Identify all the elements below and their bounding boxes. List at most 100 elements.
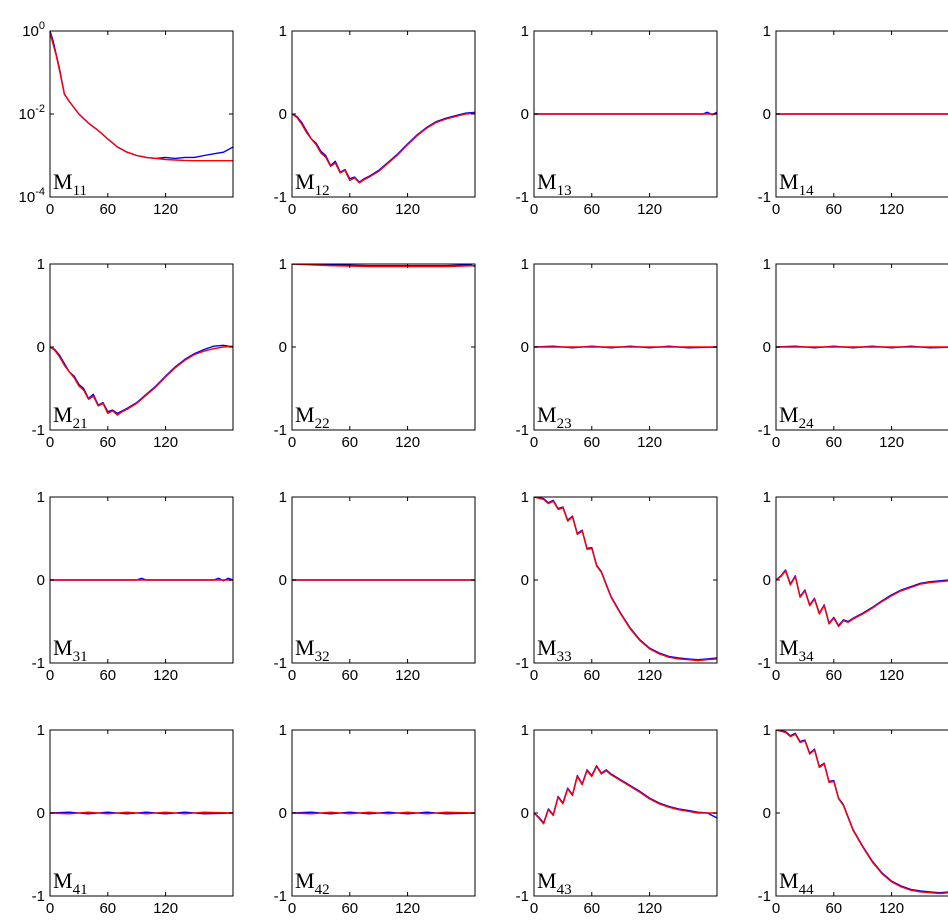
series-group bbox=[50, 811, 233, 815]
red-series-line bbox=[50, 811, 233, 815]
x-tick-label: 120 bbox=[395, 201, 420, 218]
y-tick-label: -1 bbox=[516, 189, 529, 206]
panel-label: M14 bbox=[779, 169, 814, 199]
y-tick-label: 0 bbox=[279, 339, 287, 356]
axes-box bbox=[533, 729, 718, 897]
x-tick-label: 0 bbox=[288, 667, 296, 684]
panel-label: M22 bbox=[295, 402, 330, 432]
y-tick-label: -1 bbox=[758, 189, 771, 206]
x-tick-label: 0 bbox=[46, 900, 54, 917]
axes-box bbox=[533, 496, 718, 664]
panel-label: M44 bbox=[779, 868, 814, 898]
x-tick-label: 120 bbox=[879, 667, 904, 684]
panel-label: M42 bbox=[295, 868, 330, 898]
y-tick-label: 0 bbox=[763, 572, 771, 589]
y-tick-label: 1 bbox=[37, 722, 45, 739]
y-tick-label: 1 bbox=[521, 256, 529, 273]
y-tick-label: 0 bbox=[763, 805, 771, 822]
x-tick-label: 60 bbox=[341, 900, 358, 917]
y-tick-label: 100 bbox=[22, 20, 45, 40]
series-group bbox=[292, 111, 475, 184]
x-tick-label: 120 bbox=[395, 434, 420, 451]
y-tick-label: 0 bbox=[521, 805, 529, 822]
x-tick-label: 0 bbox=[46, 667, 54, 684]
x-tick-label: 0 bbox=[772, 667, 780, 684]
series-group bbox=[534, 111, 717, 116]
y-tick-label: -1 bbox=[516, 888, 529, 905]
series-group bbox=[534, 497, 717, 662]
panel-label: M34 bbox=[779, 635, 814, 665]
panel-label: M24 bbox=[779, 402, 814, 432]
y-tick-label: 10-2 bbox=[19, 103, 45, 123]
panel-label: M21 bbox=[53, 402, 88, 432]
axes-box bbox=[775, 496, 948, 664]
red-series-line bbox=[776, 730, 948, 895]
axes-box bbox=[291, 263, 476, 431]
x-tick-label: 120 bbox=[153, 900, 178, 917]
series-group bbox=[50, 31, 233, 162]
series-group bbox=[776, 730, 948, 895]
x-tick-label: 120 bbox=[879, 900, 904, 917]
y-tick-label: 1 bbox=[37, 489, 45, 506]
x-tick-label: 120 bbox=[395, 667, 420, 684]
y-tick-label: 0 bbox=[521, 339, 529, 356]
panel-label: M32 bbox=[295, 635, 330, 665]
x-tick-label: 60 bbox=[341, 201, 358, 218]
series-group bbox=[776, 345, 948, 349]
y-tick-label: -1 bbox=[758, 655, 771, 672]
x-tick-label: 60 bbox=[583, 900, 600, 917]
series-group bbox=[292, 811, 475, 815]
y-tick-label: 1 bbox=[37, 256, 45, 273]
y-tick-label: 1 bbox=[763, 256, 771, 273]
x-tick-label: 60 bbox=[99, 201, 116, 218]
panel-label: M31 bbox=[53, 635, 88, 665]
red-series-line bbox=[50, 32, 233, 162]
x-tick-label: 120 bbox=[395, 900, 420, 917]
x-tick-label: 0 bbox=[530, 900, 538, 917]
y-tick-label: 0 bbox=[37, 339, 45, 356]
y-tick-label: 1 bbox=[763, 23, 771, 40]
x-tick-label: 120 bbox=[153, 667, 178, 684]
axes-box bbox=[49, 30, 234, 198]
x-tick-label: 120 bbox=[637, 900, 662, 917]
x-tick-label: 60 bbox=[825, 667, 842, 684]
x-tick-label: 120 bbox=[879, 434, 904, 451]
series-group bbox=[534, 345, 717, 349]
x-tick-label: 120 bbox=[637, 201, 662, 218]
y-tick-label: -1 bbox=[758, 888, 771, 905]
red-series-line bbox=[534, 765, 717, 825]
series-group bbox=[534, 765, 717, 825]
axes-box bbox=[775, 729, 948, 897]
x-tick-label: 60 bbox=[99, 434, 116, 451]
panel-label: M41 bbox=[53, 868, 88, 898]
panel-label: M12 bbox=[295, 169, 330, 199]
y-tick-label: 1 bbox=[763, 489, 771, 506]
x-tick-label: 0 bbox=[46, 201, 54, 218]
blue-series-line bbox=[776, 569, 948, 627]
panel-label: M43 bbox=[537, 868, 572, 898]
y-tick-label: -1 bbox=[32, 655, 45, 672]
x-tick-label: 60 bbox=[341, 434, 358, 451]
x-tick-label: 60 bbox=[99, 667, 116, 684]
x-tick-label: 120 bbox=[879, 201, 904, 218]
y-tick-label: 0 bbox=[763, 106, 771, 123]
y-tick-label: 1 bbox=[763, 722, 771, 739]
x-tick-label: 0 bbox=[772, 434, 780, 451]
red-series-line bbox=[292, 264, 475, 268]
blue-series-line bbox=[50, 31, 233, 160]
red-series-line bbox=[534, 497, 717, 662]
y-tick-label: -1 bbox=[274, 189, 287, 206]
x-tick-label: 120 bbox=[637, 434, 662, 451]
y-tick-label: 1 bbox=[279, 722, 287, 739]
x-tick-label: 0 bbox=[530, 201, 538, 218]
